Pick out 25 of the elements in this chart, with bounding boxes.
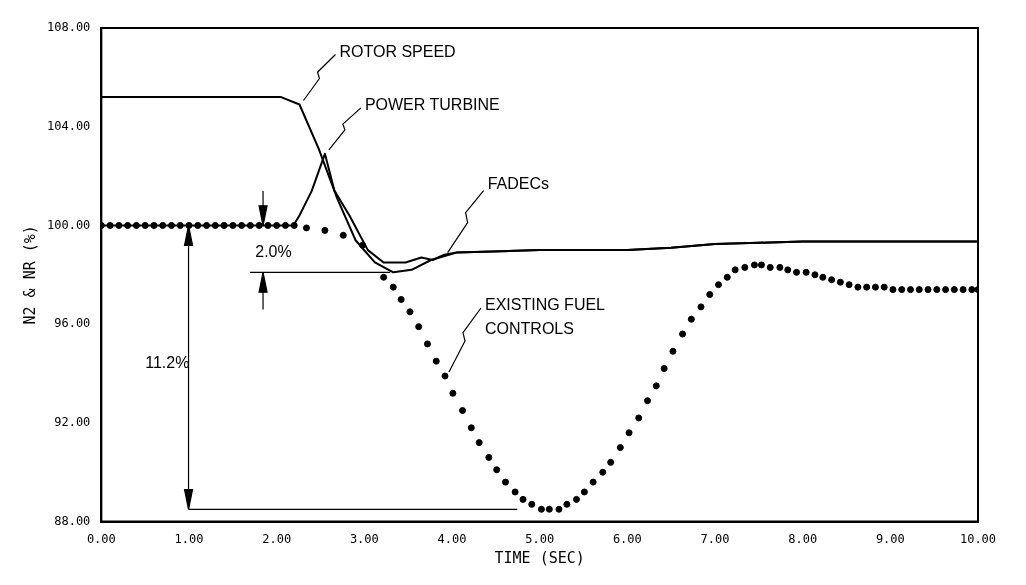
x-tick-label: 4.00 xyxy=(437,531,467,546)
y-tick-label: 96.00 xyxy=(54,316,91,331)
annotation: 11.2% xyxy=(145,354,190,372)
x-tick-label: 8.00 xyxy=(788,531,818,546)
y-axis-title: N2 & NR (%) xyxy=(20,225,39,325)
y-tick-label: 88.00 xyxy=(54,513,91,528)
x-tick-label: 7.00 xyxy=(700,531,730,546)
text: EXISTING FUEL CONTROLS xyxy=(485,296,606,338)
x-tick-label: 0.00 xyxy=(86,531,116,546)
y-tick-label: 108.00 xyxy=(46,20,91,35)
x-tick-label: 3.00 xyxy=(349,531,379,546)
y-tick-label: 104.00 xyxy=(46,118,91,133)
text: ROTOR SPEED xyxy=(339,42,456,60)
x-tick-label: 5.00 xyxy=(525,531,555,546)
x-axis-title: TIME (SEC) xyxy=(494,548,585,567)
annotation: FADECs xyxy=(487,174,549,192)
x-tick-label: 6.00 xyxy=(612,531,642,546)
x-tick-label: 1.00 xyxy=(174,531,204,546)
annotation: 2.0% xyxy=(255,242,292,260)
text: POWER TURBINE xyxy=(364,96,500,114)
x-tick-label: 2.00 xyxy=(262,531,292,546)
x-tick-label: 9.00 xyxy=(875,531,905,546)
y-tick-label: 92.00 xyxy=(54,415,91,430)
y-tick-label: 100.00 xyxy=(46,217,91,232)
x-tick-label: 10.00 xyxy=(959,531,997,546)
